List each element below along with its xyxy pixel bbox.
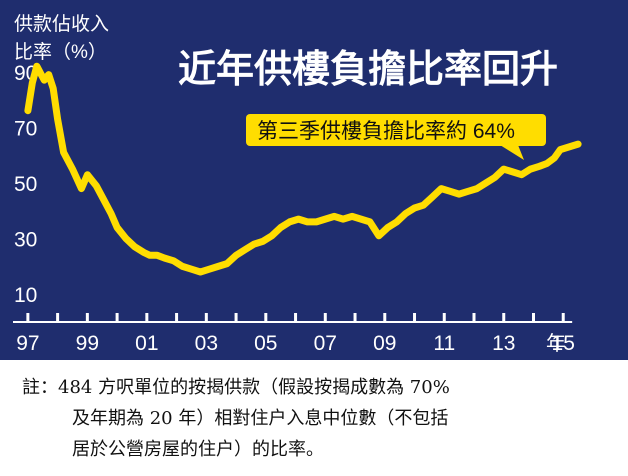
x-tick-label: 09	[373, 332, 396, 355]
x-tick-label: 03	[195, 332, 218, 355]
footnote-line-1: 註：484 方呎單位的按揭供款（假設按揭成數為 70%	[22, 377, 450, 398]
x-axis: 97 99 01 03 05 07 09 11 13 15	[13, 313, 575, 355]
y-axis-title-line2: 比率（%）	[14, 41, 107, 63]
footnote: 註：484 方呎單位的按揭供款（假設按揭成數為 70% 及年期為 20 年）相對…	[22, 372, 612, 465]
y-tick-label: 30	[14, 229, 37, 252]
y-axis-title-line1: 供款佔收入	[14, 13, 109, 35]
x-tick-label: 01	[135, 332, 158, 355]
y-tick-label: 50	[14, 173, 37, 196]
x-tick-label: 15	[552, 332, 575, 355]
footnote-line-3: 居於公營房屋的住户）的比率。	[72, 439, 324, 460]
x-axis-unit: 年	[546, 332, 566, 355]
x-tick-label: 13	[492, 332, 515, 355]
x-tick-label: 11	[433, 332, 455, 355]
annotation-box	[246, 114, 546, 146]
annotation-label: 第三季供樓負擔比率約 64%	[257, 120, 515, 143]
note-background	[0, 360, 628, 476]
x-tick-label: 97	[16, 332, 39, 355]
annotation-pointer	[500, 145, 524, 160]
footnote-line-2: 及年期為 20 年）相對住户入息中位數（不包括	[72, 408, 449, 429]
series-line	[24, 62, 582, 276]
y-tick-label: 10	[14, 284, 37, 307]
y-tick-label: 70	[14, 117, 37, 140]
chart-title: 近年供樓負擔比率回升	[178, 46, 558, 91]
x-tick-label: 99	[76, 332, 99, 355]
chart-background	[0, 0, 628, 360]
x-tick-label: 07	[314, 332, 337, 355]
x-tick-label: 05	[254, 332, 277, 355]
